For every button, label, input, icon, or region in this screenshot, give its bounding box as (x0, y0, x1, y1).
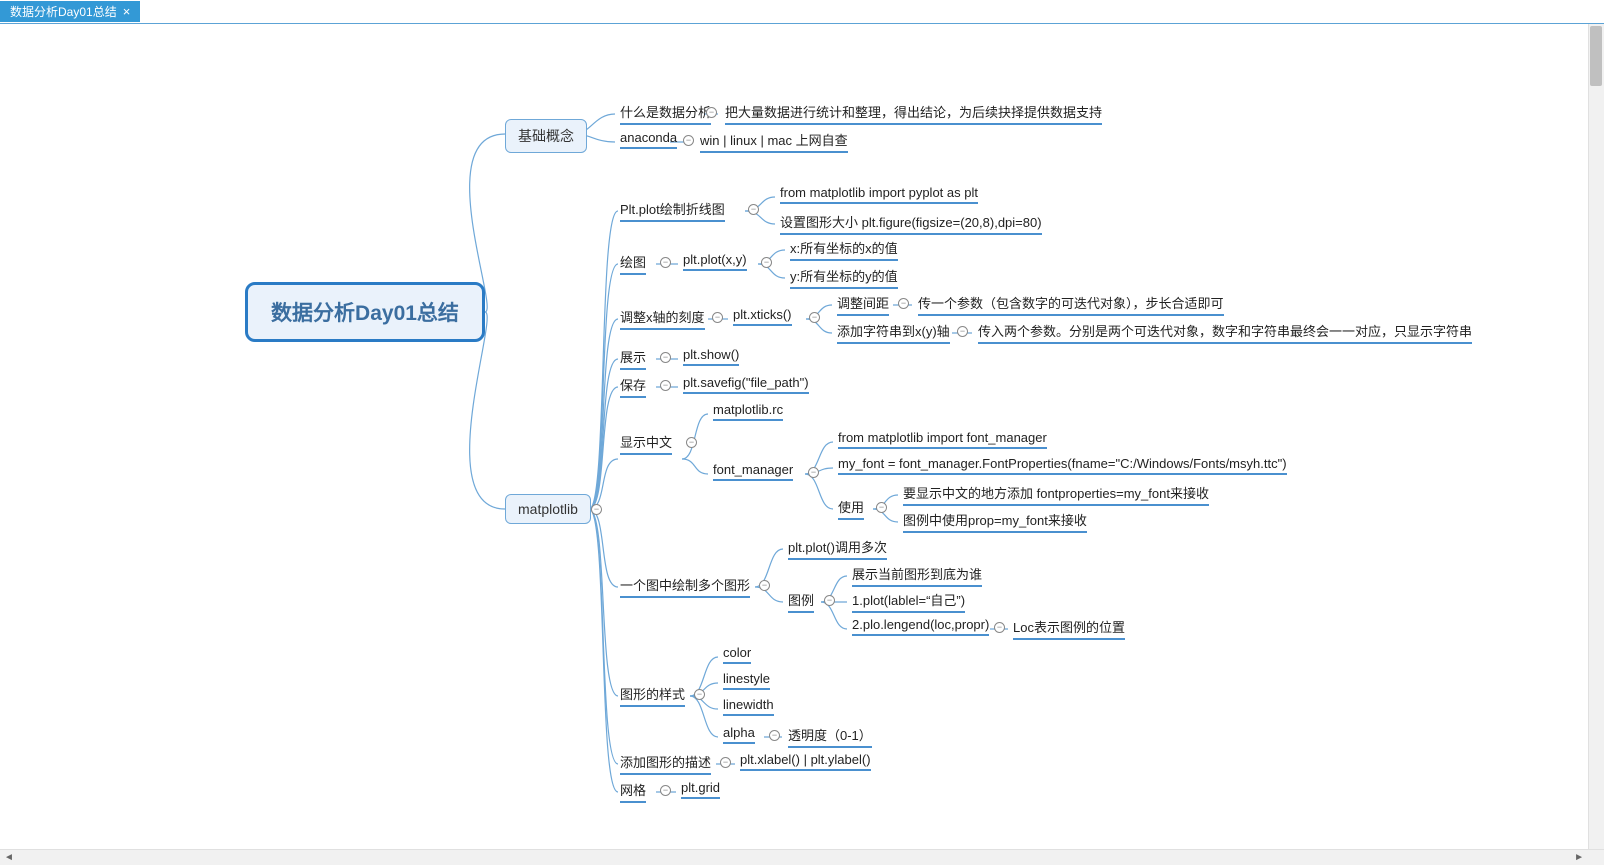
leaf-xticks[interactable]: 调整x轴的刻度 (620, 307, 705, 330)
toggle-icon[interactable]: − (748, 204, 759, 215)
toggle-icon[interactable]: − (769, 730, 780, 741)
leaf-grid-code[interactable]: plt.grid (681, 780, 720, 799)
leaf-what-is[interactable]: 什么是数据分析 (620, 102, 711, 125)
leaf-desc-code[interactable]: plt.xlabel() | plt.ylabel() (740, 752, 871, 771)
leaf-show-code[interactable]: plt.show() (683, 347, 739, 366)
scroll-left-icon[interactable]: ◄ (4, 852, 14, 863)
leaf-show[interactable]: 展示 (620, 347, 646, 370)
leaf-legend-d3[interactable]: 2.plo.lengend(loc,propr) (852, 617, 989, 636)
toggle-icon[interactable]: − (994, 622, 1005, 633)
leaf-xticks-gap-desc[interactable]: 传一个参数（包含数字的可迭代对象），步长合适即可 (918, 293, 1224, 316)
leaf-fm-use[interactable]: 使用 (838, 497, 864, 520)
leaf-save-code[interactable]: plt.savefig("file_path") (683, 375, 809, 394)
toggle-icon[interactable]: − (824, 595, 835, 606)
toggle-icon[interactable]: − (706, 107, 717, 118)
leaf-fontmanager[interactable]: font_manager (713, 462, 793, 481)
leaf-alpha[interactable]: alpha (723, 725, 755, 744)
scroll-right-icon[interactable]: ► (1574, 852, 1584, 863)
leaf-fm-use2[interactable]: 图例中使用prop=my_font来接收 (903, 510, 1087, 533)
toggle-icon[interactable]: − (660, 380, 671, 391)
tab-bar: 数据分析Day01总结 × (0, 0, 1604, 24)
leaf-xticks-str[interactable]: 添加字符串到x(y)轴 (837, 321, 950, 344)
leaf-yvals[interactable]: y:所有坐标的y的值 (790, 266, 898, 289)
tab-active[interactable]: 数据分析Day01总结 × (0, 1, 140, 22)
leaf-multi-call[interactable]: plt.plot()调用多次 (788, 537, 887, 560)
toggle-icon[interactable]: − (720, 757, 731, 768)
leaf-import-pyplot[interactable]: from matplotlib import pyplot as plt (780, 185, 978, 204)
toggle-icon[interactable]: − (683, 135, 694, 146)
leaf-alpha-desc[interactable]: 透明度（0-1） (788, 725, 872, 748)
leaf-style[interactable]: 图形的样式 (620, 684, 685, 707)
leaf-anaconda-desc[interactable]: win | linux | mac 上网自查 (700, 130, 848, 153)
leaf-legend[interactable]: 图例 (788, 590, 814, 613)
leaf-chinese[interactable]: 显示中文 (620, 432, 672, 455)
toggle-icon[interactable]: − (591, 504, 602, 515)
leaf-linewidth[interactable]: linewidth (723, 697, 774, 716)
leaf-xticks-code[interactable]: plt.xticks() (733, 307, 792, 326)
close-icon[interactable]: × (123, 4, 131, 19)
leaf-xvals[interactable]: x:所有坐标的x的值 (790, 238, 898, 261)
toggle-icon[interactable]: − (712, 312, 723, 323)
branch-basics-label: 基础概念 (518, 128, 574, 144)
leaf-draw[interactable]: 绘图 (620, 252, 646, 275)
leaf-color[interactable]: color (723, 645, 751, 664)
branch-basics[interactable]: 基础概念 (505, 119, 587, 153)
leaf-draw-code[interactable]: plt.plot(x,y) (683, 252, 747, 271)
leaf-save[interactable]: 保存 (620, 375, 646, 398)
toggle-icon[interactable]: − (876, 502, 887, 513)
toggle-icon[interactable]: − (660, 352, 671, 363)
leaf-fm-import[interactable]: from matplotlib import font_manager (838, 430, 1047, 449)
toggle-icon[interactable]: − (898, 298, 909, 309)
toggle-icon[interactable]: − (759, 580, 770, 591)
toggle-icon[interactable]: − (957, 326, 968, 337)
leaf-grid[interactable]: 网格 (620, 780, 646, 803)
toggle-icon[interactable]: − (686, 437, 697, 448)
toggle-icon[interactable]: − (809, 312, 820, 323)
leaf-linestyle[interactable]: linestyle (723, 671, 770, 690)
scrollbar-horizontal[interactable]: ◄ ► (0, 849, 1604, 865)
mindmap-canvas[interactable]: 数据分析Day01总结 基础概念 什么是数据分析 − 把大量数据进行统计和整理，… (0, 24, 1604, 859)
leaf-fm-myfont[interactable]: my_font = font_manager.FontProperties(fn… (838, 456, 1287, 475)
root-node[interactable]: 数据分析Day01总结 (245, 282, 485, 342)
scrollbar-vertical[interactable] (1588, 24, 1604, 849)
toggle-icon[interactable]: − (761, 257, 772, 268)
leaf-anaconda[interactable]: anaconda (620, 130, 677, 149)
leaf-legend-loc[interactable]: Loc表示图例的位置 (1013, 617, 1125, 640)
branch-matplotlib-label: matplotlib (518, 501, 578, 517)
leaf-rc[interactable]: matplotlib.rc (713, 402, 783, 421)
toggle-icon[interactable]: − (808, 467, 819, 478)
toggle-icon[interactable]: − (660, 257, 671, 268)
toggle-icon[interactable]: − (694, 689, 705, 700)
root-label: 数据分析Day01总结 (271, 297, 459, 327)
leaf-pltplot[interactable]: Plt.plot绘制折线图 (620, 199, 725, 222)
leaf-fm-use1[interactable]: 要显示中文的地方添加 fontproperties=my_font来接收 (903, 483, 1209, 506)
scroll-thumb[interactable] (1590, 26, 1602, 86)
leaf-multi[interactable]: 一个图中绘制多个图形 (620, 575, 750, 598)
branch-matplotlib[interactable]: matplotlib (505, 494, 591, 524)
leaf-what-is-desc[interactable]: 把大量数据进行统计和整理，得出结论，为后续抉择提供数据支持 (725, 102, 1102, 125)
leaf-figsize[interactable]: 设置图形大小 plt.figure(figsize=(20,8),dpi=80) (780, 212, 1042, 235)
leaf-desc[interactable]: 添加图形的描述 (620, 752, 711, 775)
toggle-icon[interactable]: − (660, 785, 671, 796)
leaf-legend-d2[interactable]: 1.plot(lablel=“自己”) (852, 590, 965, 613)
tab-title: 数据分析Day01总结 (10, 3, 117, 20)
leaf-xticks-str-desc[interactable]: 传入两个参数。分别是两个可迭代对象，数字和字符串最终会一一对应，只显示字符串 (978, 321, 1472, 344)
leaf-legend-d1[interactable]: 展示当前图形到底为谁 (852, 564, 982, 587)
leaf-xticks-gap[interactable]: 调整间距 (837, 293, 889, 316)
